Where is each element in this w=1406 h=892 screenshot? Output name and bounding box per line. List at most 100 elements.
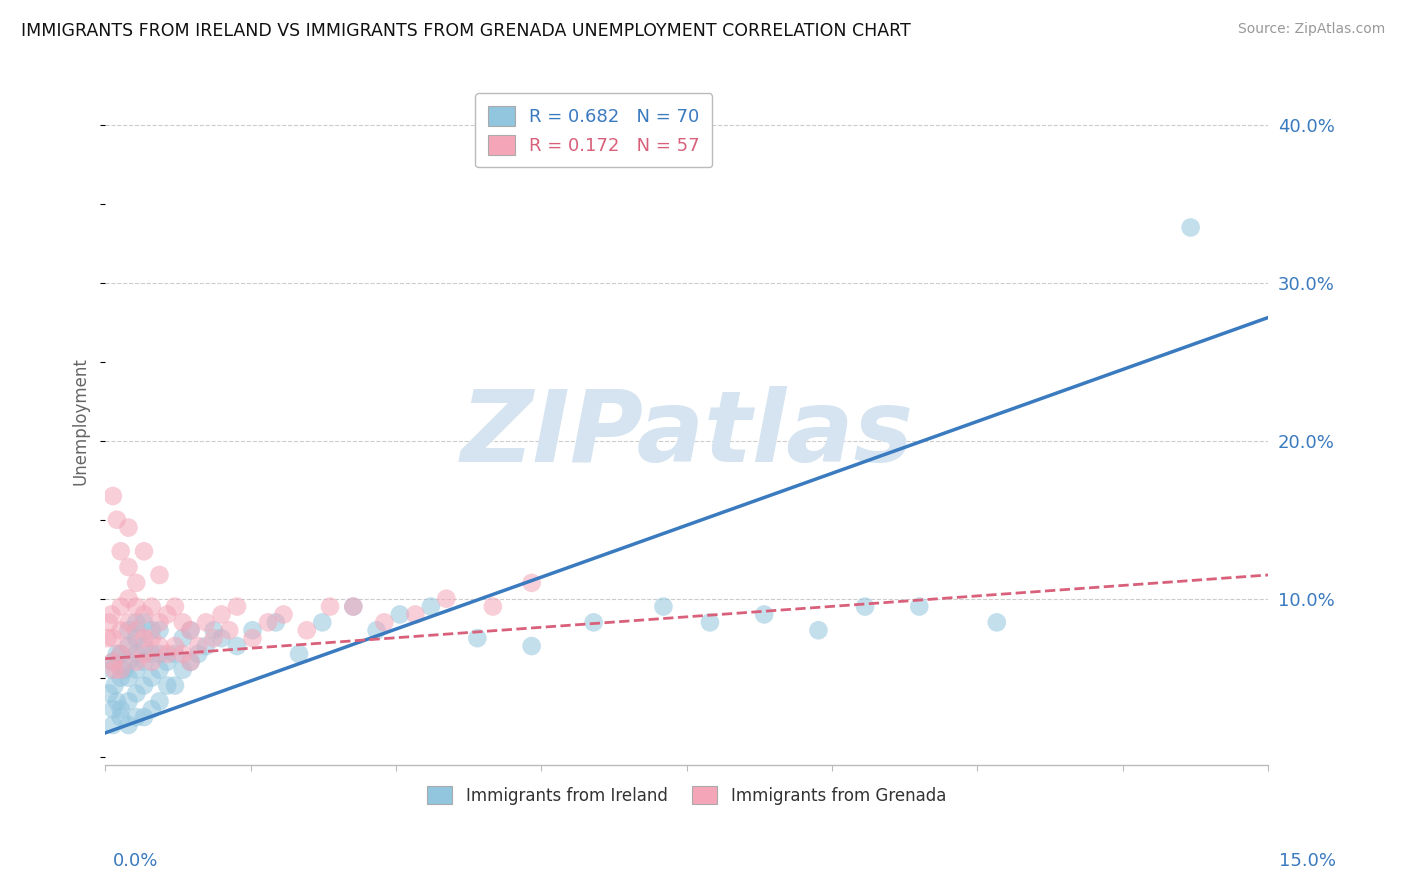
Point [226, 599, 249, 614]
Text: IMMIGRANTS FROM IRELAND VS IMMIGRANTS FROM GRENADA UNEMPLOYMENT CORRELATION CHAR: IMMIGRANTS FROM IRELAND VS IMMIGRANTS FR… [21, 22, 911, 40]
Point [101, 718, 124, 732]
Point [110, 624, 132, 638]
Point [98, 686, 121, 700]
Point [195, 615, 218, 630]
Point [148, 624, 170, 638]
Point [908, 599, 931, 614]
Legend: Immigrants from Ireland, Immigrants from Grenada: Immigrants from Ireland, Immigrants from… [418, 776, 956, 814]
Point [172, 647, 194, 661]
Point [103, 679, 125, 693]
Point [482, 599, 505, 614]
Point [163, 647, 186, 661]
Point [172, 631, 194, 645]
Point [156, 607, 179, 622]
Point [295, 624, 318, 638]
Point [132, 615, 155, 630]
Point [125, 624, 148, 638]
Point [807, 624, 830, 638]
Point [1180, 220, 1202, 235]
Point [125, 710, 148, 724]
Point [582, 615, 605, 630]
Point [141, 647, 163, 661]
Text: 0.0%: 0.0% [112, 852, 157, 870]
Point [211, 607, 233, 622]
Point [141, 631, 163, 645]
Point [96, 631, 118, 645]
Point [467, 631, 489, 645]
Point [148, 694, 170, 708]
Point [141, 702, 163, 716]
Point [117, 615, 139, 630]
Point [156, 647, 179, 661]
Point [132, 647, 155, 661]
Text: 15.0%: 15.0% [1278, 852, 1336, 870]
Point [218, 624, 240, 638]
Point [117, 639, 139, 653]
Point [110, 663, 132, 677]
Point [311, 615, 333, 630]
Point [179, 655, 201, 669]
Point [148, 568, 170, 582]
Point [125, 575, 148, 590]
Point [264, 615, 287, 630]
Point [179, 624, 201, 638]
Point [117, 560, 139, 574]
Point [342, 599, 364, 614]
Y-axis label: Unemployment: Unemployment [72, 357, 89, 485]
Point [141, 655, 163, 669]
Point [110, 671, 132, 685]
Text: ZIPatlas: ZIPatlas [460, 386, 914, 483]
Point [132, 631, 155, 645]
Point [226, 639, 249, 653]
Point [117, 671, 139, 685]
Point [98, 615, 121, 630]
Text: Source: ZipAtlas.com: Source: ZipAtlas.com [1237, 22, 1385, 37]
Point [141, 671, 163, 685]
Point [179, 655, 201, 669]
Point [125, 647, 148, 661]
Point [114, 663, 136, 677]
Point [101, 655, 124, 669]
Point [101, 702, 124, 716]
Point [117, 591, 139, 606]
Point [125, 615, 148, 630]
Point [132, 639, 155, 653]
Point [187, 647, 209, 661]
Point [132, 655, 155, 669]
Point [110, 647, 132, 661]
Point [404, 607, 426, 622]
Point [101, 631, 124, 645]
Point [101, 489, 124, 503]
Point [148, 647, 170, 661]
Point [141, 599, 163, 614]
Point [132, 679, 155, 693]
Point [699, 615, 721, 630]
Point [187, 639, 209, 653]
Point [125, 686, 148, 700]
Point [172, 615, 194, 630]
Point [163, 639, 186, 653]
Point [148, 615, 170, 630]
Point [211, 631, 233, 645]
Point [195, 639, 218, 653]
Point [117, 694, 139, 708]
Point [156, 655, 179, 669]
Point [148, 639, 170, 653]
Point [101, 655, 124, 669]
Point [342, 599, 364, 614]
Point [419, 599, 441, 614]
Point [202, 624, 225, 638]
Point [117, 624, 139, 638]
Point [242, 631, 264, 645]
Point [110, 647, 132, 661]
Point [853, 599, 876, 614]
Point [125, 655, 148, 669]
Point [202, 631, 225, 645]
Point [242, 624, 264, 638]
Point [125, 631, 148, 645]
Point [257, 615, 280, 630]
Point [986, 615, 1008, 630]
Point [163, 599, 186, 614]
Point [105, 513, 128, 527]
Point [125, 599, 148, 614]
